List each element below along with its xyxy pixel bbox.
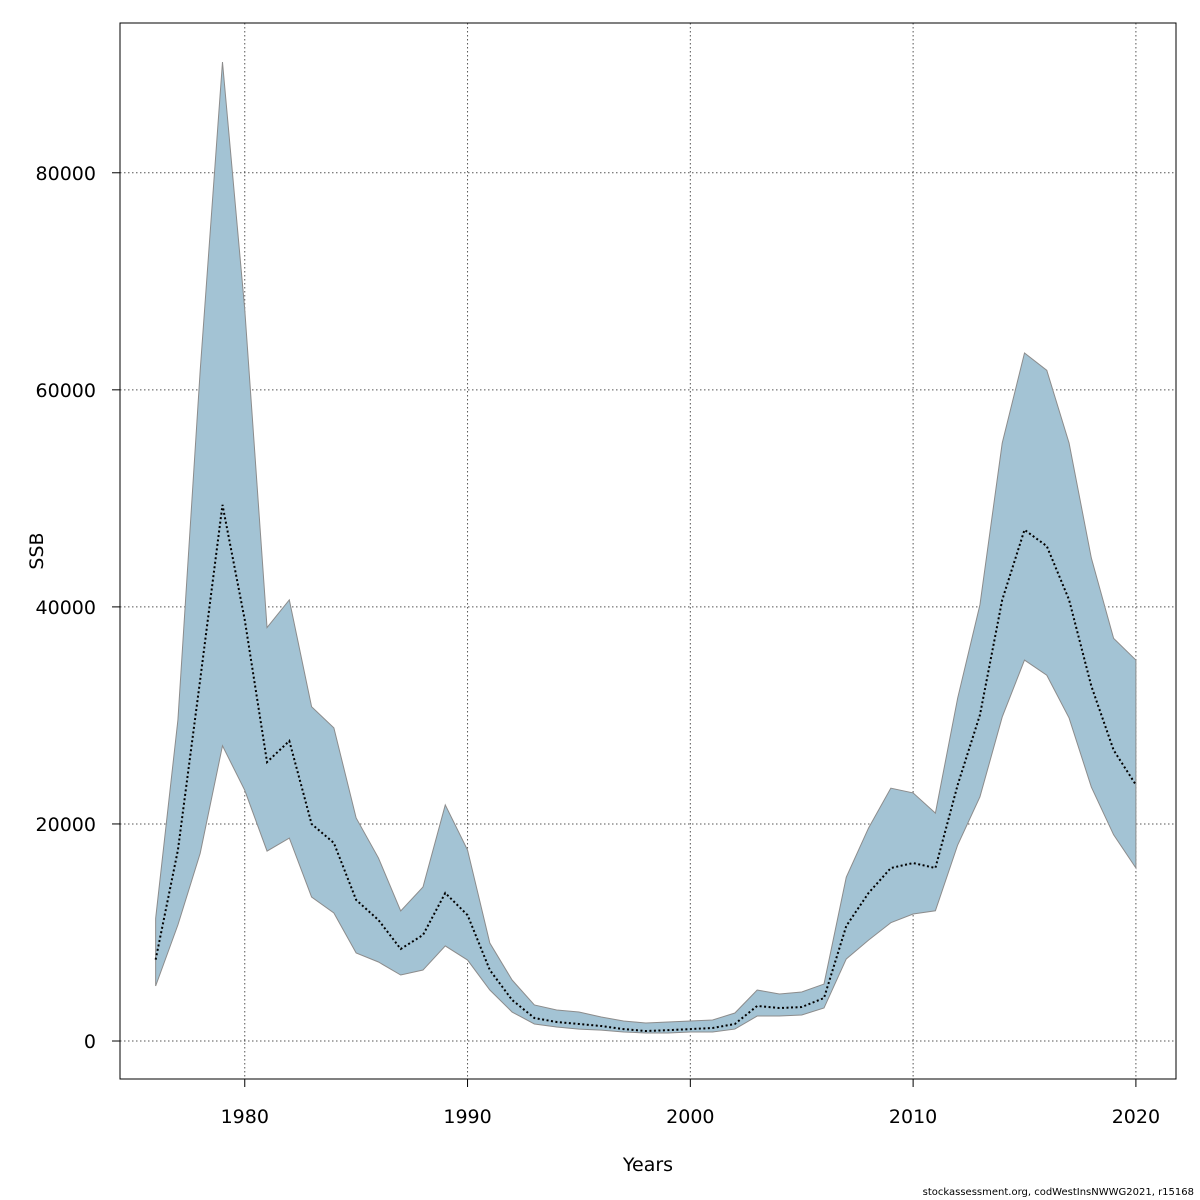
x-tick-label: 2020 [1112,1106,1160,1128]
y-tick-label: 20000 [36,814,96,836]
x-tick-label: 1990 [443,1106,491,1128]
axes: 1980 1990 2000 2010 2020 0 20000 40000 60000 8000… [36,163,1161,1128]
x-tick-label: 2010 [889,1106,937,1128]
y-tick-label: 40000 [36,597,96,619]
x-axis-label: Years [622,1154,673,1176]
confidence-band [155,62,1137,1034]
estimate-line [154,504,1137,1033]
estimate-series-line [154,504,1137,1033]
plot-frame [119,22,1177,1080]
x-tick-label: 2000 [666,1106,714,1128]
confidence-band-area [155,62,1137,1034]
x-tick-label: 1980 [221,1106,269,1128]
footnote: stockassessment.org, codWestInsNWWG2021,… [922,1187,1194,1198]
y-tick-label: 60000 [36,380,96,402]
y-tick-label: 80000 [36,163,96,185]
y-axis-label: SSB [26,532,48,569]
y-tick-label: 0 [84,1031,96,1053]
